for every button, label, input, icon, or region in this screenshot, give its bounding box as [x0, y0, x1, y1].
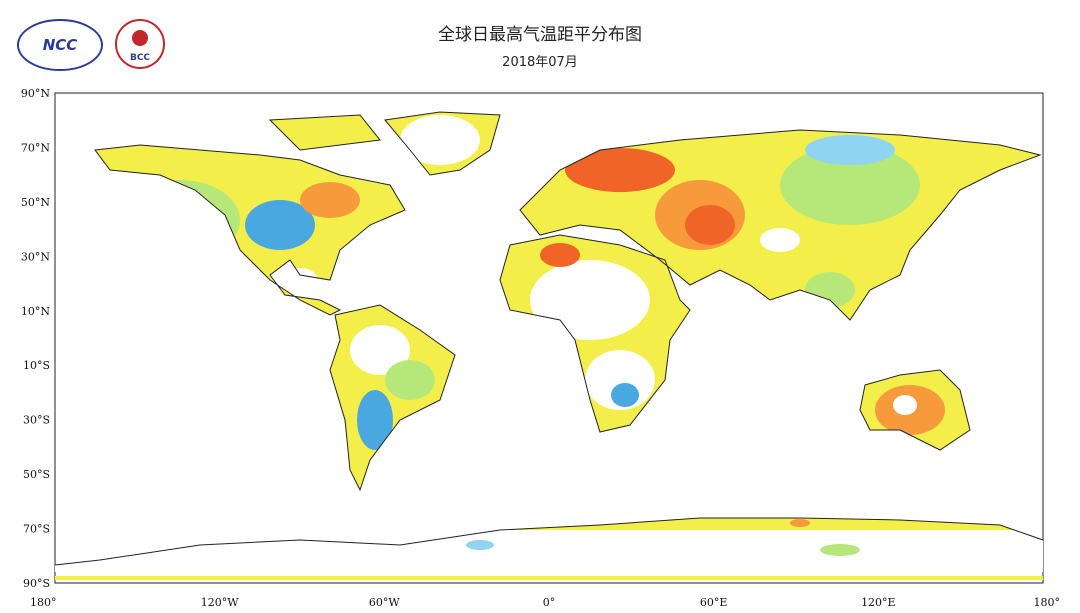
lon-label: 60°E: [700, 596, 728, 609]
lon-label: 180°: [1034, 596, 1061, 609]
lat-label: 30°S: [23, 414, 50, 427]
lat-label: 30°N: [21, 250, 50, 263]
logo-text: NCC: [43, 36, 78, 54]
lon-label: 180°: [30, 596, 57, 609]
lat-label: 90°N: [21, 87, 50, 100]
axis-labels: 90°N 70°N 50°N 30°N 10°N 10°S 30°S 50°S 70°S 90°S…: [21, 87, 1060, 609]
lat-label: 10°S: [23, 359, 50, 372]
lon-label: 60°W: [369, 596, 400, 609]
logo-bcc: BCC: [115, 19, 165, 69]
lat-label: 70°N: [21, 141, 50, 154]
lat-label: 70°S: [23, 523, 50, 536]
coastlines: [54, 111, 1044, 566]
lat-label: 50°S: [23, 468, 50, 481]
logo-ncc: NCC: [17, 19, 103, 71]
lat-label: 10°N: [21, 305, 50, 318]
title: 全球日最高气温距平分布图: [438, 25, 642, 45]
lon-label: 0°: [543, 596, 556, 609]
lat-label: 50°N: [21, 196, 50, 209]
subtitle: 2018年07月: [502, 55, 578, 70]
lat-label: 90°S: [23, 577, 50, 590]
lon-label: 120°W: [201, 596, 239, 609]
logo-text: BCC: [130, 53, 150, 63]
lon-label: 120°E: [861, 596, 896, 609]
